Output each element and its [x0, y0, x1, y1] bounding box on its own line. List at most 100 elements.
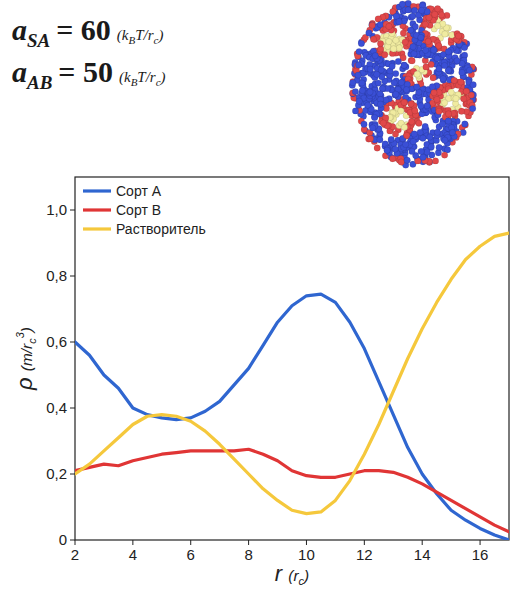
- particle: [442, 31, 448, 37]
- particle: [458, 79, 464, 85]
- axis-label-part: ): [302, 567, 309, 584]
- particle: [377, 137, 383, 143]
- particle: [384, 147, 390, 153]
- particle: [422, 47, 428, 53]
- formula: aSA= 60(kBT/rc): [12, 13, 164, 51]
- particle: [404, 132, 410, 138]
- particle: [429, 84, 435, 90]
- particle: [426, 14, 432, 20]
- particle: [380, 120, 386, 126]
- formula-value: = 60: [56, 13, 111, 46]
- x-tick-label: 12: [356, 546, 373, 563]
- y-tick: [70, 210, 75, 211]
- particle: [350, 79, 356, 85]
- series-line: [75, 449, 509, 532]
- particle: [424, 103, 430, 109]
- y-tick: [70, 474, 75, 475]
- legend-swatch: [83, 227, 111, 230]
- particle: [455, 33, 461, 39]
- particle: [398, 79, 404, 85]
- axis-label-part: c: [26, 338, 38, 344]
- legend-label: Растворитель: [116, 221, 206, 237]
- particle: [463, 88, 469, 94]
- particle: [391, 80, 397, 86]
- particle: [434, 23, 440, 29]
- particle: [461, 44, 467, 50]
- y-tick: [70, 408, 75, 409]
- particle: [374, 145, 380, 151]
- formula-symbol: a: [12, 13, 27, 46]
- particle: [398, 159, 404, 165]
- particle: [355, 72, 361, 78]
- particle: [369, 22, 375, 28]
- particle: [434, 6, 440, 12]
- formula-sub: AB: [26, 72, 52, 93]
- x-tick-label: 10: [298, 546, 315, 563]
- axis-label-part: ): [18, 327, 35, 334]
- x-tick-label: 6: [187, 546, 195, 563]
- particle: [400, 30, 406, 36]
- particle: [365, 102, 371, 108]
- particle: [440, 76, 446, 82]
- particle: [398, 108, 404, 114]
- y-tick-label: 0,8: [46, 267, 67, 284]
- formula-unit: T/r: [135, 27, 154, 43]
- particle: [408, 57, 414, 63]
- particle: [352, 88, 358, 94]
- particle: [445, 118, 451, 124]
- particle: [438, 12, 444, 18]
- particle: [418, 103, 424, 109]
- particle: [459, 69, 465, 75]
- y-tick-label: 0,6: [46, 333, 67, 350]
- particle: [352, 108, 358, 114]
- legend-swatch: [83, 208, 111, 211]
- particle: [439, 121, 445, 127]
- particle: [359, 87, 365, 93]
- plot-area: [75, 233, 509, 540]
- x-tick-label: 4: [129, 546, 137, 563]
- particle: [461, 96, 467, 102]
- x-tick: [422, 540, 423, 545]
- particle: [436, 108, 442, 114]
- particle: [395, 58, 401, 64]
- particle: [356, 98, 362, 104]
- particle: [389, 156, 395, 162]
- particle: [441, 152, 447, 158]
- particle: [411, 7, 417, 13]
- particle: [454, 58, 460, 64]
- y-tick-label: 0,2: [46, 465, 67, 482]
- particle: [446, 68, 452, 74]
- particle: [367, 66, 373, 72]
- particle: [389, 63, 395, 69]
- particle: [418, 34, 424, 40]
- particle: [386, 23, 392, 29]
- particle: [427, 134, 433, 140]
- particle: [401, 62, 407, 68]
- formula-unit: (k: [117, 27, 129, 44]
- particle: [448, 89, 454, 95]
- formula-unit: ): [158, 27, 164, 44]
- particle: [453, 95, 459, 101]
- particle: [411, 131, 417, 137]
- particle: [458, 108, 464, 114]
- formula-symbol: a: [12, 55, 27, 88]
- particle: [396, 45, 402, 51]
- simulation-snapshot: [349, 0, 477, 168]
- particle: [431, 90, 437, 96]
- particle: [370, 36, 376, 42]
- particle: [411, 51, 417, 57]
- formula: aAB= 50(kBT/rc): [12, 55, 166, 93]
- particle: [425, 38, 431, 44]
- particle: [462, 121, 468, 127]
- particle: [416, 120, 422, 126]
- particle: [377, 21, 383, 27]
- particle: [418, 148, 424, 154]
- particle: [408, 100, 414, 106]
- particle: [410, 138, 416, 144]
- particle: [375, 16, 381, 22]
- x-tick: [75, 540, 76, 545]
- x-tick: [132, 540, 133, 545]
- particle: [428, 144, 434, 150]
- particle: [393, 91, 399, 97]
- axis-label-part: ρ: [12, 371, 37, 391]
